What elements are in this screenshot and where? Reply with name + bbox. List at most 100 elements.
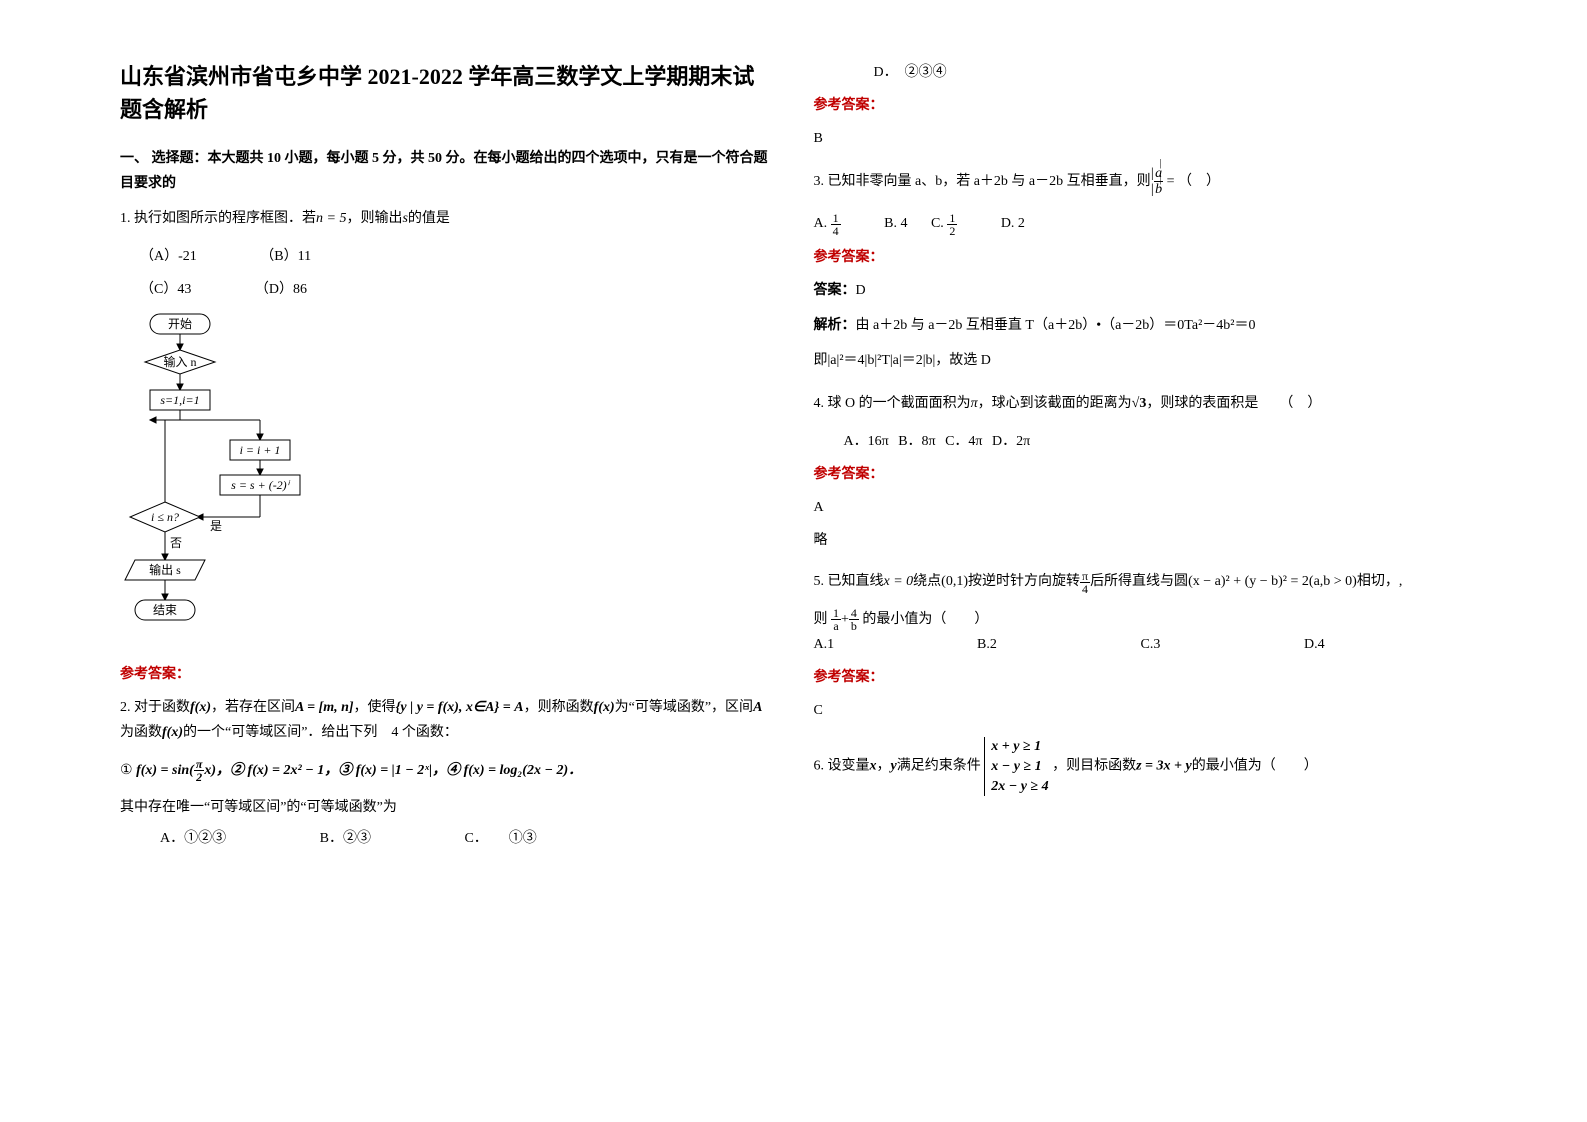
q1-options: （A）-21 （B）11 （C）43 （D）86: [140, 244, 774, 302]
question-5: 5. 已知直线x = 0绕点(0,1)按逆时针方向旋转π4后所得直线与圆(x −…: [814, 569, 1468, 594]
q3-text: 3. 已知非零向量 a、b，若 a＋2b 与 a－2b 互相垂直，则: [814, 174, 1151, 189]
svg-text:否: 否: [170, 536, 182, 550]
q2-A: A = [m, n]: [295, 700, 354, 715]
q5-d: 后所得直线与圆: [1090, 574, 1188, 589]
q2-g: 的一个“可等域区间”．给出下列 4 个函数：: [183, 725, 458, 740]
q4-pi: π: [971, 396, 978, 411]
q2-f1c: x): [204, 763, 216, 778]
q2-Avar: A: [753, 700, 762, 715]
q2-fx1: f(x): [190, 700, 211, 715]
q3-opt-c: C.: [931, 216, 944, 231]
q5-opt-a: A.1: [814, 632, 974, 657]
q2-fx3: f(x): [162, 725, 183, 740]
q5-line: x = 0: [884, 574, 914, 589]
q1-opt-b: （B）11: [260, 249, 311, 264]
section-1-heading: 一、 选择题：本大题共 10 小题，每小题 5 分，共 50 分。在每小题给出的…: [120, 146, 774, 196]
q6-x: x: [870, 759, 877, 774]
pi-2-frac: π2: [194, 758, 205, 783]
q6-a: 6. 设变量: [814, 759, 870, 774]
q3-opt-b: B. 4: [884, 216, 907, 231]
q2-f4: ，④ f(x) = log₂(2x − 2)．: [432, 763, 582, 778]
q2-opt-a: A．①②③: [160, 826, 226, 851]
question-2-functions: ① f(x) = sin(π2x)，② f(x) = 2x² − 1，③ f(x…: [120, 758, 774, 783]
q2-options: A．①②③ B．②③ C． ①③: [160, 826, 774, 851]
q4-c: ，则球的表面积是 （ ）: [1146, 396, 1321, 411]
q2-c: ，使得: [354, 700, 396, 715]
q2-fx2: f(x): [594, 700, 615, 715]
answer-3: D: [856, 283, 866, 298]
q3-frac-1: 14: [831, 212, 841, 237]
svg-text:s=1,i=1: s=1,i=1: [160, 393, 199, 407]
svg-text:输入 n: 输入 n: [163, 354, 196, 369]
q2-e: 为“可等域函数”，区间: [615, 700, 753, 715]
answer-5: C: [814, 698, 1468, 723]
q4-a: 4. 球 O 的一个截面面积为: [814, 396, 971, 411]
q1-opt-d: （D）86: [255, 282, 307, 297]
q5-opt-d: D.4: [1304, 632, 1464, 657]
svg-text:i = i + 1: i = i + 1: [240, 443, 281, 457]
q5-fr1: 1a: [831, 607, 841, 632]
answer-3-row: 答案：D: [814, 278, 1468, 303]
q2-opt-b: B．②③: [320, 826, 371, 851]
svg-text:s = s + (-2)ⁱ: s = s + (-2)ⁱ: [231, 478, 291, 492]
q5-c: 按逆时针方向旋转: [968, 574, 1080, 589]
q3-opt-a: A.: [814, 216, 828, 231]
q1-opt-a: （A）-21: [140, 244, 197, 269]
q2-set: {y | y = f(x), x∈A} = A: [396, 700, 524, 715]
q6-z: z = 3x + y: [1136, 759, 1192, 774]
q1-text-a: 1. 执行如图所示的程序框图．若: [120, 211, 316, 226]
q2-d: ，则称函数: [524, 700, 594, 715]
answer-4: A: [814, 495, 1468, 520]
q6-c1: x + y ≥ 1: [991, 739, 1041, 754]
q3-absfrac: ab: [1154, 166, 1163, 198]
answer-2: B: [814, 126, 1468, 151]
q6-c: ，则目标函数: [1052, 759, 1136, 774]
svg-text:是: 是: [210, 519, 222, 533]
question-2: 2. 对于函数f(x)，若存在区间A = [m, n]，使得{y | y = f…: [120, 695, 774, 745]
q3-frac-2: 12: [947, 212, 957, 237]
question-3: 3. 已知非零向量 a、b，若 a＋2b 与 a－2b 互相垂直，则 ab = …: [814, 166, 1468, 198]
q4-opt-b: B．8π: [898, 434, 935, 449]
q2-opt-c: C． ①③: [464, 826, 536, 851]
q1-opt-c: （C）43: [140, 277, 191, 302]
q6-b: 满足约束条件: [897, 759, 981, 774]
q5-opt-b: B.2: [977, 632, 1137, 657]
q2-f2: ，② f(x) = 2x² − 1，③: [216, 763, 352, 778]
svg-text:输出 s: 输出 s: [149, 562, 181, 577]
q2-f: 为函数: [120, 725, 162, 740]
q2-opt-d: D． ②③④: [874, 60, 1468, 85]
question-6: 6. 设变量x，y满足约束条件 x + y ≥ 1 x − y ≥ 1 2x −…: [814, 737, 1468, 796]
q5-b: 绕点: [913, 574, 941, 589]
q5-fr2: 4b: [849, 607, 859, 632]
q2-f3: f(x) = |1 − 2ˣ|: [356, 763, 432, 778]
exp3-row-a: 解析：由 a＋2b 与 a－2b 互相垂直 T（a＋2b）•（a－2b）＝0Ta…: [814, 313, 1468, 338]
q5-plus: +: [841, 612, 849, 627]
q4-options: A．16π B．8π C．4π D．2π: [844, 429, 1468, 454]
question-4: 4. 球 O 的一个截面面积为π，球心到该截面的距离为√3，则球的表面积是 （ …: [814, 391, 1468, 416]
q5-f: 则: [814, 612, 828, 627]
q2-tail: 其中存在唯一“可等域区间”的“可等域函数”为: [120, 795, 774, 820]
q5-g: 的最小值为（ ）: [862, 612, 988, 627]
q5-e: 相切，,: [1357, 574, 1403, 589]
q5-a: 5. 已知直线: [814, 574, 884, 589]
q3-options: A. 14 B. 4 C. 12 D. 2: [814, 211, 1468, 236]
doc-title: 山东省滨州市省屯乡中学 2021-2022 学年高三数学文上学期期末试题含解析: [120, 60, 774, 126]
q2-a: 2. 对于函数: [120, 700, 190, 715]
q1-cond: n = 5: [316, 211, 346, 226]
q5-pi4: π4: [1080, 570, 1090, 595]
ref-answer-2: 参考答案：: [814, 93, 1468, 118]
left-column: 山东省滨州市省屯乡中学 2021-2022 学年高三数学文上学期期末试题含解析 …: [100, 60, 794, 1062]
q1-text-b: ，则输出: [346, 211, 402, 226]
q2-b: ，若存在区间: [211, 700, 295, 715]
ref-answer-4: 参考答案：: [814, 462, 1468, 487]
svg-text:i ≤ n?: i ≤ n?: [151, 510, 179, 524]
q4-opt-d: D．2π: [992, 434, 1030, 449]
q2-f1a: ①: [120, 763, 133, 778]
q1-text-c: 的值是: [408, 211, 450, 226]
exp3-label: 解析：: [814, 318, 856, 333]
q3-paren: （ ）: [1178, 174, 1220, 189]
ref-answer-5: 参考答案：: [814, 665, 1468, 690]
svg-text:结束: 结束: [153, 603, 177, 617]
ref-answer-1: 参考答案：: [120, 662, 774, 687]
right-column: D． ②③④ 参考答案： B 3. 已知非零向量 a、b，若 a＋2b 与 a－…: [794, 60, 1488, 1062]
